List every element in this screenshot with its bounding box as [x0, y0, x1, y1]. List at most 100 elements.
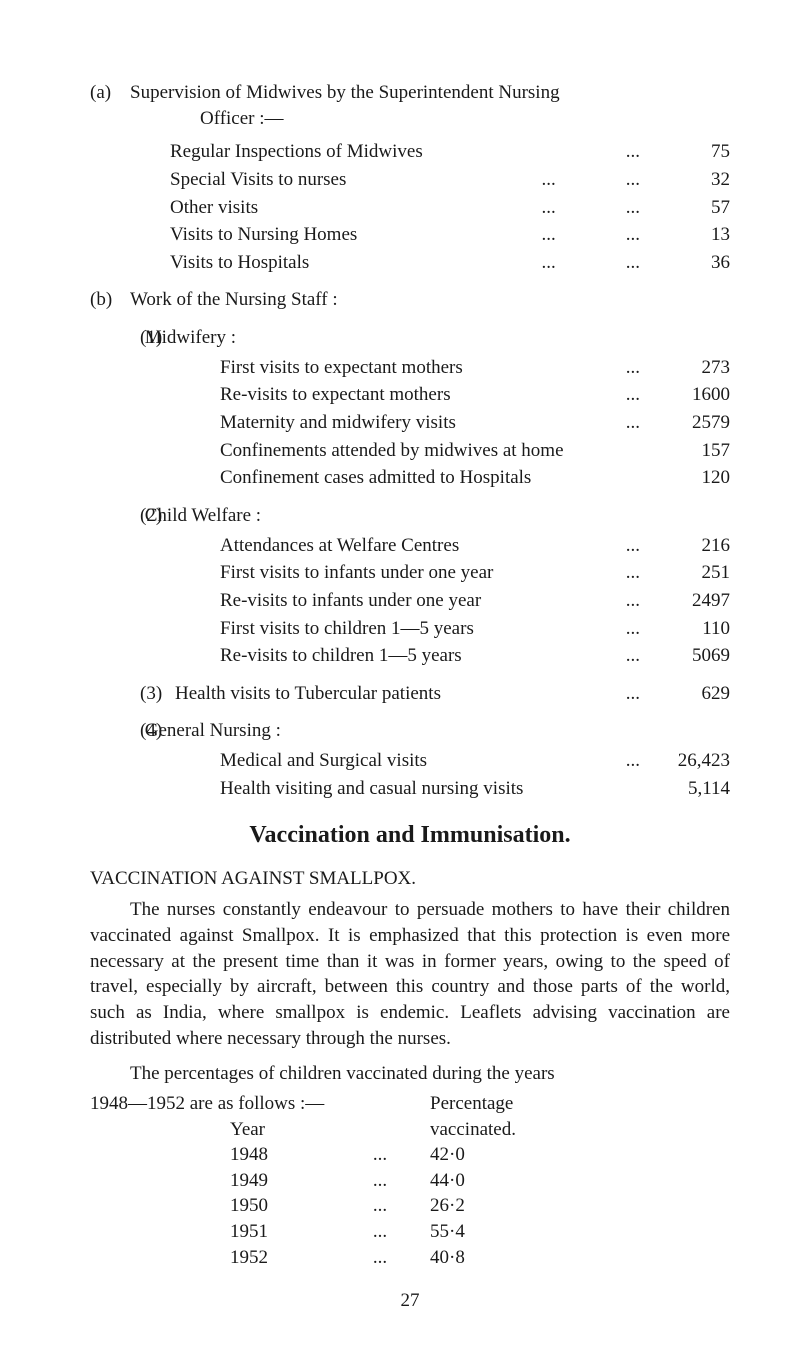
stat-label: First visits to children 1—5 years — [220, 616, 616, 642]
dots: ... — [616, 382, 650, 408]
year-cell: 1951 — [230, 1219, 330, 1245]
table-row: 1951 ... 55·4 — [90, 1219, 730, 1245]
stat-label: First visits to expectant mothers — [220, 355, 616, 381]
stat-label: Attendances at Welfare Centres — [220, 533, 616, 559]
pct-cell: 55·4 — [430, 1219, 560, 1245]
sub-num: (1) — [90, 325, 140, 351]
dots: ... — [542, 250, 616, 276]
sub-num: (3) — [140, 681, 175, 707]
table-header-row: Year vaccinated. — [90, 1117, 730, 1143]
vaccination-heading: Vaccination and Immunisation. — [90, 819, 730, 851]
sub-num: (4) — [90, 718, 140, 744]
stat-value: 5069 — [650, 643, 730, 669]
dots: ... — [616, 748, 650, 774]
section-a-title-text: Supervision of Midwives by the Superinte… — [130, 80, 730, 106]
stat-value: 75 — [650, 139, 730, 165]
table-row: 1952 ... 40·8 — [90, 1245, 730, 1271]
dots: ... — [616, 560, 650, 586]
stat-label: First visits to infants under one year — [220, 560, 616, 586]
stat-value: 5,114 — [650, 776, 730, 802]
dots: ... — [330, 1193, 430, 1219]
stat-row: Other visits ... ... 57 — [90, 195, 730, 221]
intro-left: 1948—1952 are as follows :— — [90, 1091, 430, 1117]
stat-value: 32 — [650, 167, 730, 193]
section-a-subtitle: Officer :— — [90, 106, 730, 132]
dots: ... — [616, 533, 650, 559]
table-row: 1949 ... 44·0 — [90, 1168, 730, 1194]
stat-label: Re-visits to children 1—5 years — [220, 643, 616, 669]
stat-value: 120 — [650, 465, 730, 491]
page-number: 27 — [90, 1288, 730, 1314]
subsection-2: (2) Child Welfare : — [90, 503, 730, 529]
stat-row: Visits to Hospitals ... ... 36 — [90, 250, 730, 276]
stat-row: First visits to children 1—5 years ... 1… — [90, 616, 730, 642]
subsection-1: (1) Midwifery : — [90, 325, 730, 351]
stat-row: Regular Inspections of Midwives ... 75 — [90, 139, 730, 165]
stat-label: Health visits to Tubercular patients — [175, 681, 616, 707]
dots: ... — [616, 195, 650, 221]
percentage-table: The percentages of children vaccinated d… — [90, 1061, 730, 1270]
year-cell: 1952 — [230, 1245, 330, 1271]
dots: ... — [616, 139, 650, 165]
stat-label: Medical and Surgical visits — [220, 748, 616, 774]
dots: ... — [616, 167, 650, 193]
table-row: 1950 ... 26·2 — [90, 1193, 730, 1219]
dots: ... — [616, 681, 650, 707]
table-intro-line2: 1948—1952 are as follows :— Percentage — [90, 1091, 730, 1117]
sub-title: Midwifery : — [145, 327, 236, 348]
stat-value: 273 — [650, 355, 730, 381]
dots: ... — [330, 1245, 430, 1271]
stat-label: Regular Inspections of Midwives — [170, 139, 616, 165]
stat-row: Confinements attended by midwives at hom… — [90, 438, 730, 464]
section-a-title: (a) Supervision of Midwives by the Super… — [90, 80, 730, 106]
stat-label: Re-visits to infants under one year — [220, 588, 616, 614]
stat-row: Confinement cases admitted to Hospitals … — [90, 465, 730, 491]
sub-title: Child Welfare : — [145, 505, 261, 526]
pct-header: vaccinated. — [430, 1117, 560, 1143]
stat-value: 216 — [650, 533, 730, 559]
pct-cell: 26·2 — [430, 1193, 560, 1219]
stat-row: Visits to Nursing Homes ... ... 13 — [90, 222, 730, 248]
pct-cell: 44·0 — [430, 1168, 560, 1194]
intro-right: Percentage — [430, 1091, 513, 1117]
dots: ... — [542, 222, 616, 248]
stat-label: Visits to Hospitals — [170, 250, 542, 276]
stat-row: Re-visits to infants under one year ... … — [90, 588, 730, 614]
year-cell: 1950 — [230, 1193, 330, 1219]
dots: ... — [330, 1219, 430, 1245]
dots: ... — [616, 410, 650, 436]
stat-label: Re-visits to expectant mothers — [220, 382, 616, 408]
stat-row: First visits to infants under one year .… — [90, 560, 730, 586]
dots: ... — [616, 588, 650, 614]
sub-title: General Nursing : — [145, 720, 281, 741]
year-cell: 1948 — [230, 1142, 330, 1168]
vaccination-paragraph: The nurses constantly endeavour to persu… — [90, 897, 730, 1051]
pct-cell: 40·8 — [430, 1245, 560, 1271]
stat-row: Re-visits to expectant mothers ... 1600 — [90, 382, 730, 408]
section-b: (b) Work of the Nursing Staff : (1) Midw… — [90, 287, 730, 801]
stat-value: 2497 — [650, 588, 730, 614]
dots: ... — [616, 616, 650, 642]
stat-value: 157 — [650, 438, 730, 464]
stat-value: 13 — [650, 222, 730, 248]
dots: ... — [616, 355, 650, 381]
year-header: Year — [230, 1117, 330, 1143]
stat-value: 1600 — [650, 382, 730, 408]
stat-row: Special Visits to nurses ... ... 32 — [90, 167, 730, 193]
dots: ... — [542, 195, 616, 221]
stat-value: 2579 — [650, 410, 730, 436]
sub-num: (2) — [90, 503, 140, 529]
stat-value: 26,423 — [650, 748, 730, 774]
stat-row: First visits to expectant mothers ... 27… — [90, 355, 730, 381]
stat-label: Visits to Nursing Homes — [170, 222, 542, 248]
table-intro-line1: The percentages of children vaccinated d… — [90, 1061, 730, 1087]
spacer — [330, 1117, 430, 1143]
table-row: 1948 ... 42·0 — [90, 1142, 730, 1168]
section-b-label: (b) — [90, 287, 130, 313]
section-a: (a) Supervision of Midwives by the Super… — [90, 80, 730, 275]
stat-label: Special Visits to nurses — [170, 167, 542, 193]
subsection-3: (3) Health visits to Tubercular patients… — [90, 681, 730, 707]
stat-value: 36 — [650, 250, 730, 276]
stat-row: Maternity and midwifery visits ... 2579 — [90, 410, 730, 436]
section-b-title-text: Work of the Nursing Staff : — [130, 287, 338, 313]
